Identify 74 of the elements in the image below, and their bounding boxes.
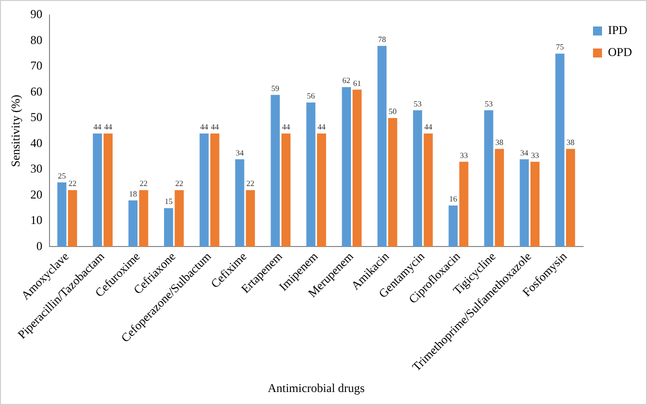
bar xyxy=(494,148,504,247)
data-label: 22 xyxy=(175,179,184,188)
bar xyxy=(413,110,422,247)
data-label: 44 xyxy=(104,122,112,132)
legend-label: OPD xyxy=(608,45,632,60)
bar xyxy=(448,206,458,247)
bar xyxy=(484,110,494,247)
bar xyxy=(174,190,184,247)
data-label: 62 xyxy=(342,76,350,86)
y-tick-label: 70 xyxy=(30,58,42,73)
data-label: 44 xyxy=(318,122,326,132)
bar xyxy=(92,133,102,247)
data-label: 44 xyxy=(200,122,208,132)
data-label: 22 xyxy=(68,179,77,188)
data-label: 78 xyxy=(378,34,386,44)
bar xyxy=(530,162,540,247)
data-label: 44 xyxy=(282,122,290,132)
data-label: 18 xyxy=(128,189,137,198)
data-label: 75 xyxy=(556,42,564,52)
data-label: 15 xyxy=(164,197,173,206)
bar xyxy=(68,190,78,247)
y-tick-label: 60 xyxy=(30,84,42,98)
y-tick-label: 50 xyxy=(30,110,42,124)
bar xyxy=(281,133,290,247)
y-axis-title: Sensitivity (%) xyxy=(8,94,22,168)
y-tick-label: 10 xyxy=(30,213,42,228)
data-label: 38 xyxy=(566,138,575,147)
bar xyxy=(424,133,433,247)
bar xyxy=(388,118,398,247)
data-label: 53 xyxy=(414,99,422,108)
bar xyxy=(57,182,66,247)
data-label: 33 xyxy=(460,150,468,160)
bar xyxy=(555,54,564,247)
data-label: 44 xyxy=(424,122,432,132)
bar xyxy=(459,162,468,247)
data-label: 25 xyxy=(58,171,66,180)
bar xyxy=(566,148,576,247)
bar xyxy=(128,200,138,247)
bar xyxy=(200,133,209,247)
bar xyxy=(306,102,316,247)
bar xyxy=(377,46,387,247)
bar xyxy=(246,190,255,247)
bar xyxy=(270,94,280,247)
data-label: 22 xyxy=(140,179,148,188)
data-label: 53 xyxy=(484,99,493,108)
legend-label: IPD xyxy=(608,23,628,38)
data-label: 16 xyxy=(449,194,458,204)
bar xyxy=(164,208,174,247)
data-label: 50 xyxy=(388,107,397,116)
y-tick-label: 80 xyxy=(30,32,42,47)
bar xyxy=(235,159,244,247)
bar xyxy=(352,90,362,247)
x-axis-title: Antimicrobial drugs xyxy=(268,380,366,395)
bar xyxy=(317,133,326,247)
data-label: 22 xyxy=(246,179,254,188)
y-tick-label: 30 xyxy=(30,162,42,176)
bar xyxy=(139,190,148,247)
data-label: 56 xyxy=(306,92,315,101)
data-label: 61 xyxy=(353,78,362,88)
data-label: 34 xyxy=(236,148,244,158)
y-tick-label: 20 xyxy=(30,187,42,202)
bar xyxy=(520,159,529,247)
data-label: 44 xyxy=(210,122,219,132)
y-tick-label: 90 xyxy=(30,7,42,22)
data-label: 34 xyxy=(520,148,528,158)
data-label: 38 xyxy=(495,138,504,147)
y-tick-label: 40 xyxy=(30,136,42,150)
data-label: 44 xyxy=(93,122,102,132)
bar xyxy=(104,133,113,247)
y-tick-label: 0 xyxy=(36,238,42,253)
bar xyxy=(210,133,220,247)
data-label: 59 xyxy=(271,84,280,93)
bar xyxy=(342,87,351,247)
data-label: 33 xyxy=(530,150,539,160)
